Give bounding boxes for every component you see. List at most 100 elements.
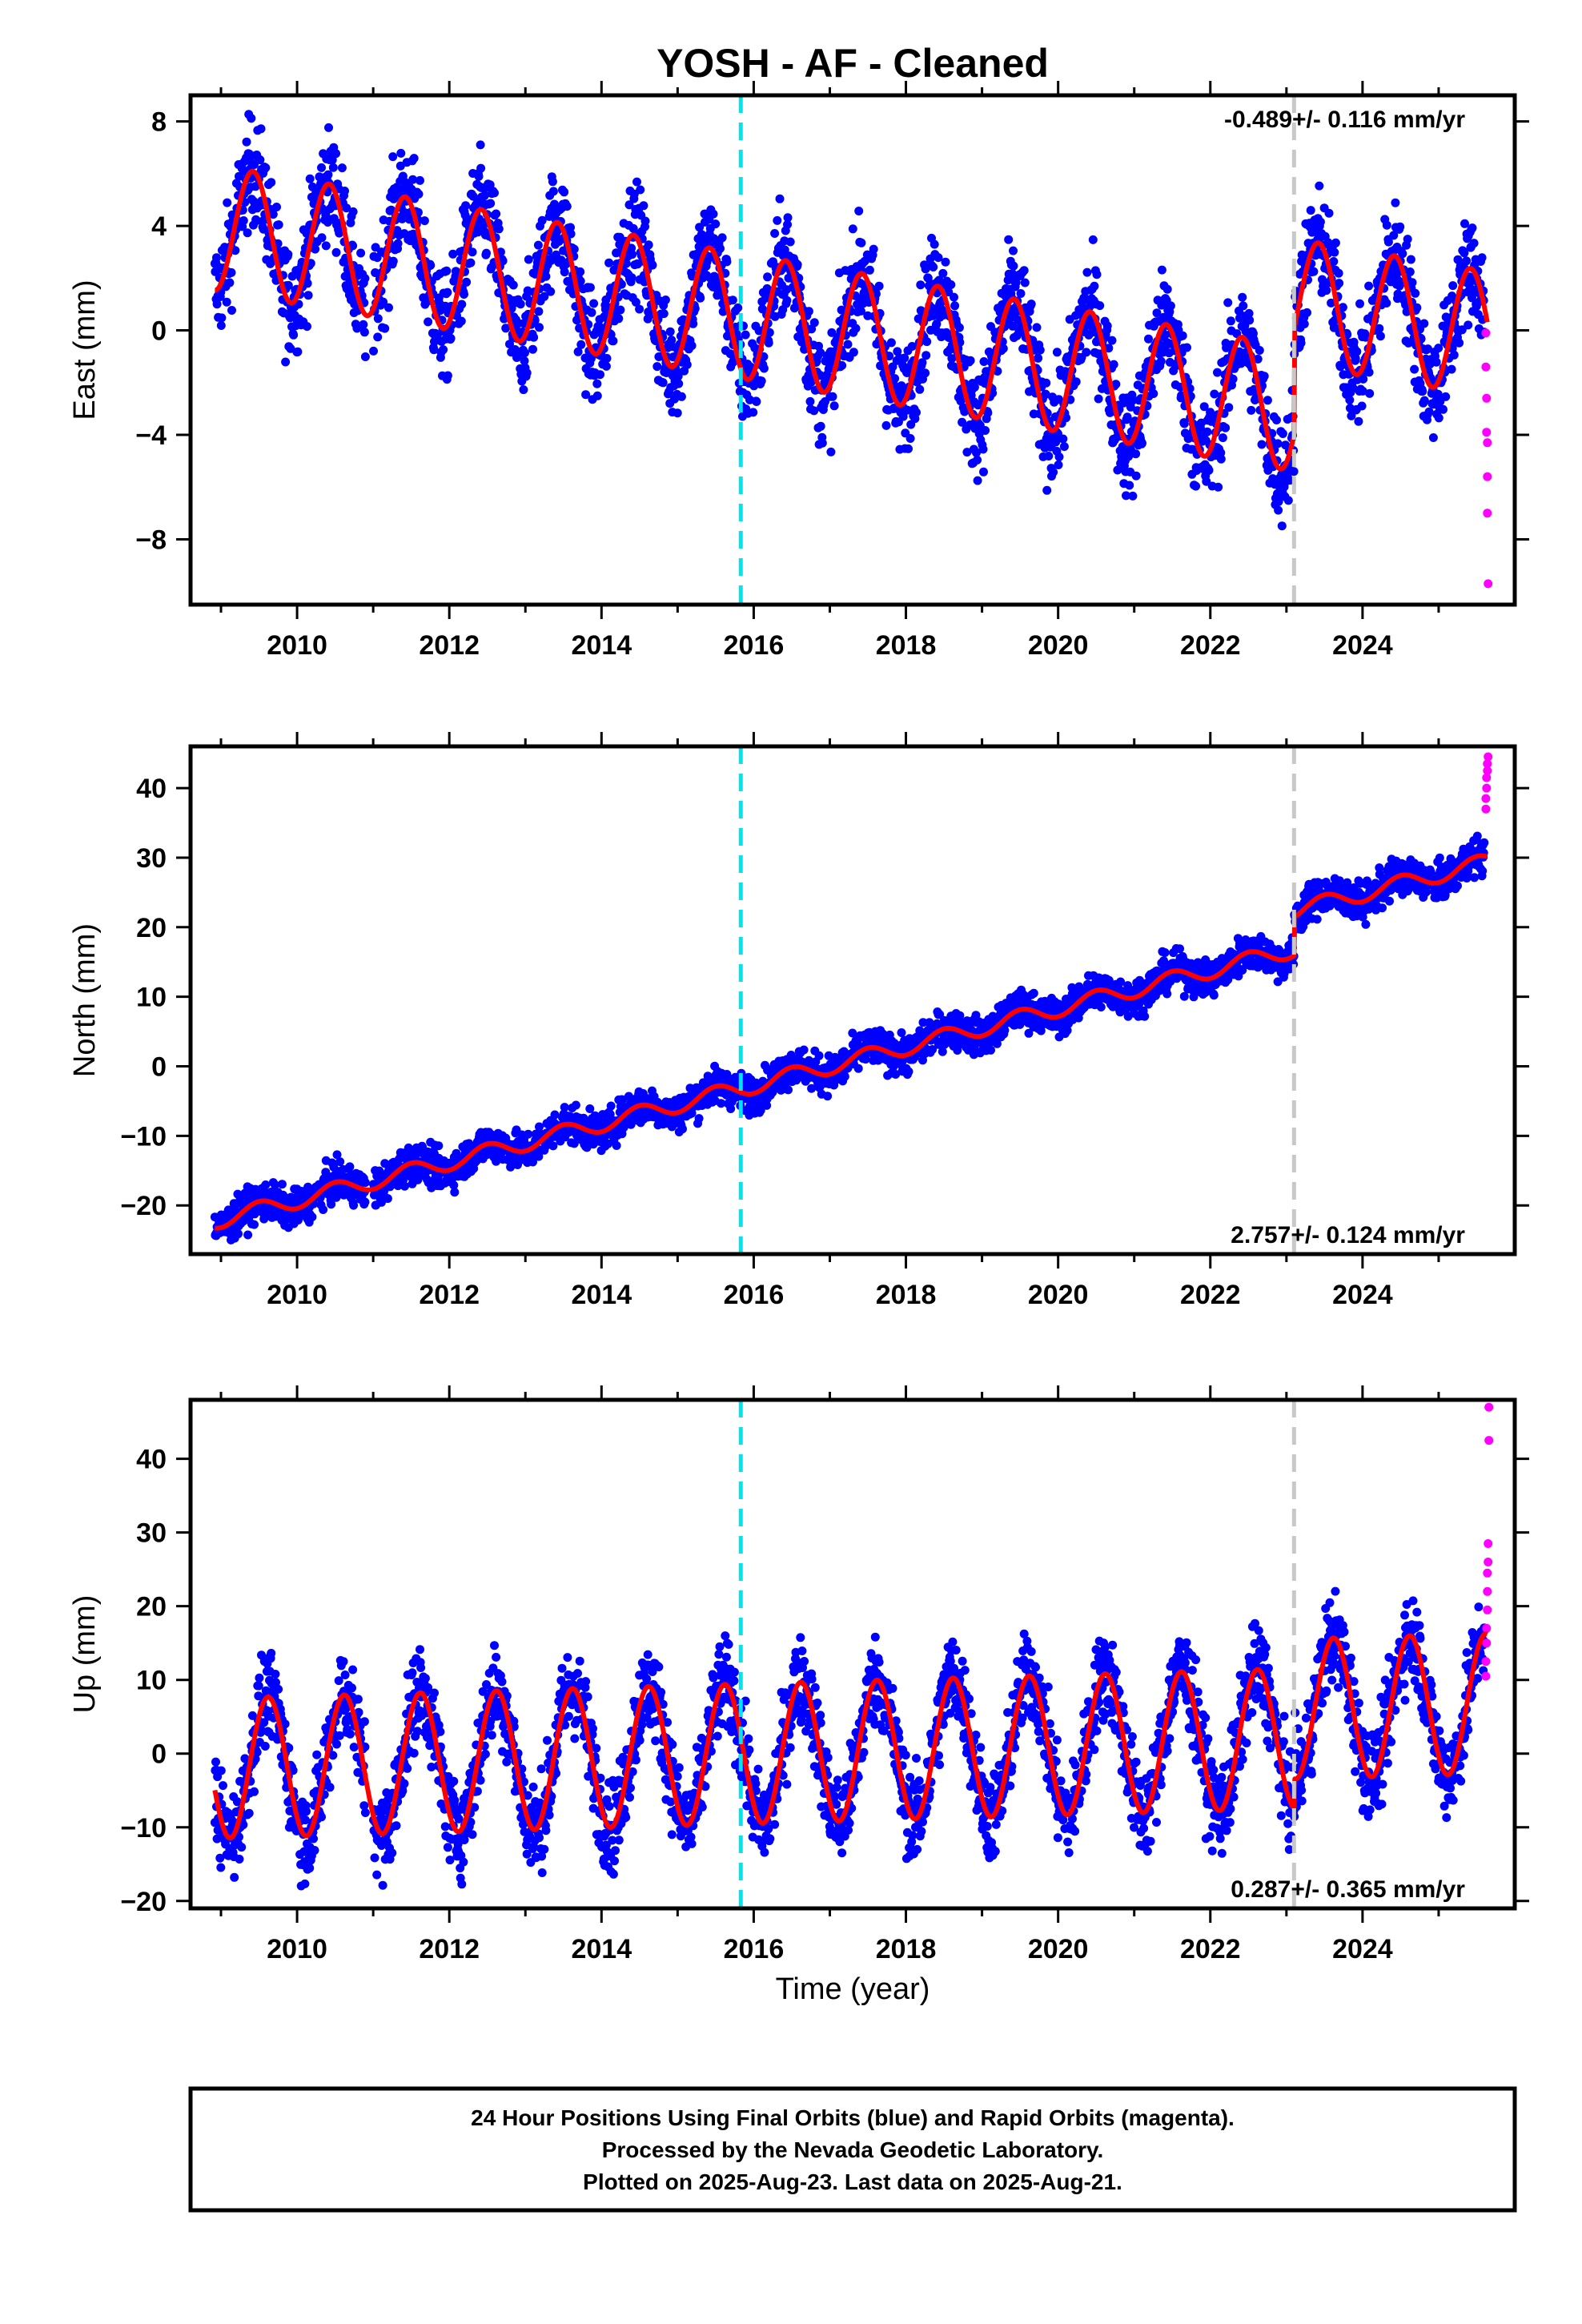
east-y-tick-label: 8 bbox=[151, 107, 167, 138]
east-final-orbit-point bbox=[782, 296, 792, 305]
east-final-orbit-point bbox=[661, 296, 670, 304]
east-final-orbit-point bbox=[958, 417, 967, 427]
east-final-orbit-point bbox=[468, 247, 477, 257]
east-final-orbit-point bbox=[323, 170, 333, 179]
east-final-orbit-point bbox=[1289, 467, 1299, 476]
east-final-orbit-point bbox=[926, 325, 935, 335]
north-final-orbit-point bbox=[606, 1101, 616, 1111]
east-final-orbit-point bbox=[281, 357, 291, 367]
east-final-orbit-point bbox=[424, 317, 433, 327]
east-final-orbit-point bbox=[1357, 401, 1367, 411]
east-final-orbit-point bbox=[239, 216, 248, 225]
east-final-orbit-point bbox=[1223, 298, 1233, 308]
east-final-orbit-point bbox=[466, 258, 476, 267]
east-final-orbit-point bbox=[520, 348, 529, 357]
east-final-orbit-point bbox=[929, 263, 938, 271]
east-final-orbit-point bbox=[667, 336, 677, 345]
north-final-orbit-point bbox=[612, 1141, 621, 1150]
east-final-orbit-point bbox=[1335, 279, 1344, 288]
east-final-orbit-point bbox=[1411, 288, 1420, 298]
east-final-orbit-point bbox=[490, 188, 499, 198]
east-final-orbit-point bbox=[267, 178, 276, 187]
east-final-orbit-point bbox=[783, 213, 793, 223]
east-final-orbit-point bbox=[533, 240, 543, 250]
east-final-orbit-point bbox=[1403, 235, 1412, 244]
east-final-orbit-point bbox=[1071, 377, 1081, 387]
east-final-orbit-point bbox=[328, 163, 338, 172]
east-final-orbit-point bbox=[1418, 387, 1427, 396]
east-final-orbit-point bbox=[480, 191, 489, 200]
east-final-orbit-point bbox=[722, 257, 732, 267]
east-final-orbit-point bbox=[848, 224, 857, 234]
east-final-orbit-point bbox=[388, 152, 398, 162]
north-final-orbit-point bbox=[383, 1194, 392, 1204]
east-final-orbit-point bbox=[373, 314, 383, 324]
east-final-orbit-point bbox=[601, 361, 611, 371]
east-final-orbit-point bbox=[1364, 368, 1374, 377]
east-final-orbit-point bbox=[733, 303, 743, 312]
east-final-orbit-point bbox=[256, 124, 266, 134]
east-final-orbit-point bbox=[340, 187, 349, 195]
east-final-orbit-point bbox=[717, 233, 727, 243]
east-final-orbit-point bbox=[1034, 353, 1043, 363]
east-final-orbit-point bbox=[604, 258, 614, 267]
east-final-orbit-point bbox=[614, 314, 624, 324]
east-final-orbit-point bbox=[826, 447, 836, 456]
east-final-orbit-point bbox=[1428, 433, 1438, 442]
east-final-orbit-point bbox=[854, 207, 864, 215]
east-final-orbit-point bbox=[916, 280, 926, 290]
east-final-orbit-point bbox=[947, 354, 957, 364]
east-final-orbit-point bbox=[1434, 413, 1443, 423]
east-final-orbit-point bbox=[608, 336, 618, 346]
east-final-orbit-point bbox=[581, 390, 591, 400]
east-final-orbit-point bbox=[978, 444, 988, 454]
east-final-orbit-point bbox=[359, 328, 369, 337]
east-final-orbit-point bbox=[828, 392, 837, 401]
east-rapid-orbit-point bbox=[1483, 472, 1492, 481]
east-final-orbit-point bbox=[486, 199, 496, 208]
east-final-orbit-point bbox=[289, 330, 299, 340]
east-final-orbit-point bbox=[1182, 343, 1191, 352]
north-final-orbit-point bbox=[335, 1157, 345, 1167]
east-final-orbit-point bbox=[1052, 348, 1062, 357]
east-final-orbit-point bbox=[426, 260, 436, 270]
east-final-orbit-point bbox=[311, 244, 320, 254]
east-x-tick-label: 2016 bbox=[724, 630, 785, 661]
east-final-orbit-point bbox=[1131, 471, 1141, 480]
east-final-orbit-point bbox=[682, 360, 692, 369]
east-final-orbit-point bbox=[1054, 452, 1064, 461]
east-final-orbit-point bbox=[1410, 364, 1419, 374]
figure-title: YOSH - AF - Cleaned bbox=[656, 41, 1049, 86]
east-final-orbit-point bbox=[1245, 316, 1255, 325]
east-final-orbit-point bbox=[1431, 357, 1441, 367]
east-final-orbit-point bbox=[934, 253, 943, 263]
east-final-orbit-point bbox=[1382, 299, 1391, 308]
east-final-orbit-point bbox=[223, 198, 232, 207]
east-final-orbit-point bbox=[773, 215, 782, 225]
east-final-orbit-point bbox=[829, 401, 839, 411]
east-final-orbit-point bbox=[416, 175, 424, 185]
east-final-orbit-point bbox=[616, 279, 626, 289]
east-final-orbit-point bbox=[1125, 480, 1134, 490]
east-final-orbit-point bbox=[900, 353, 909, 363]
east-final-orbit-point bbox=[1059, 442, 1069, 452]
east-final-orbit-point bbox=[1460, 219, 1469, 228]
east-final-orbit-point bbox=[1354, 416, 1363, 426]
east-final-orbit-point bbox=[212, 253, 221, 263]
east-final-orbit-point bbox=[874, 281, 884, 291]
east-final-orbit-point bbox=[1203, 427, 1212, 436]
east-final-orbit-point bbox=[759, 364, 769, 373]
east-x-tick-label: 2012 bbox=[419, 630, 480, 661]
east-rapid-orbit-points bbox=[1481, 328, 1493, 589]
east-final-orbit-point bbox=[1166, 301, 1175, 311]
east-final-orbit-point bbox=[1239, 301, 1248, 311]
east-final-orbit-point bbox=[293, 347, 303, 356]
east-final-orbit-point bbox=[540, 292, 549, 301]
east-final-orbit-point bbox=[950, 292, 958, 302]
east-final-orbit-point bbox=[631, 297, 640, 307]
east-final-orbit-point bbox=[1221, 423, 1231, 432]
east-final-orbit-point bbox=[476, 140, 485, 150]
north-final-orbit-point bbox=[823, 1092, 833, 1101]
east-final-orbit-point bbox=[1382, 220, 1391, 230]
east-final-orbit-point bbox=[944, 287, 954, 297]
